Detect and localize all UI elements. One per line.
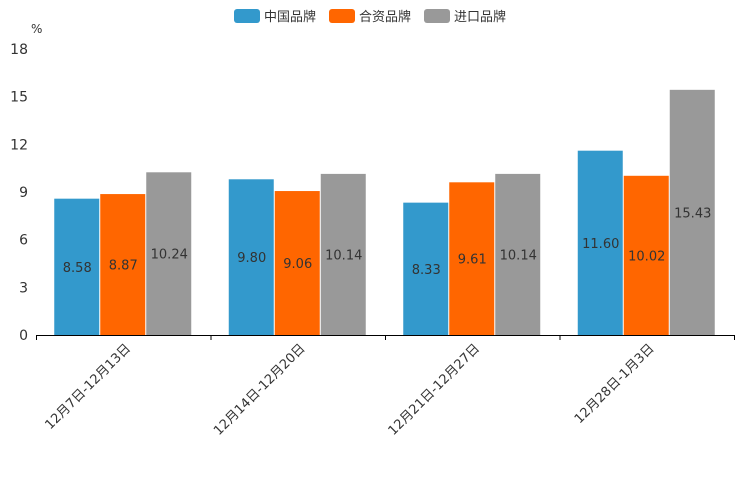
x-tick-label: 12月7日-12月13日 xyxy=(42,341,134,433)
legend-swatch xyxy=(234,9,260,23)
legend-label: 中国品牌 xyxy=(264,9,316,25)
legend-swatch xyxy=(424,9,450,23)
y-tick-label: 15 xyxy=(10,90,28,106)
bar xyxy=(54,198,100,335)
data-label: 8.33 xyxy=(412,263,441,278)
data-label: 9.06 xyxy=(283,257,312,272)
bar xyxy=(403,202,449,335)
bar xyxy=(495,173,541,335)
y-tick-label: 12 xyxy=(10,137,28,153)
data-label: 10.14 xyxy=(500,248,537,263)
x-tick-label: 12月14日-12月20日 xyxy=(211,341,308,438)
data-label: 8.58 xyxy=(63,261,92,276)
bar xyxy=(669,89,715,335)
bar xyxy=(320,173,366,335)
data-label: 9.61 xyxy=(458,253,487,268)
y-tick-label: 0 xyxy=(19,328,28,344)
data-label: 11.60 xyxy=(582,237,619,252)
data-label: 10.14 xyxy=(325,248,362,263)
data-label: 10.24 xyxy=(151,248,188,263)
y-tick-label: 3 xyxy=(19,280,28,296)
data-label: 8.87 xyxy=(109,259,138,274)
data-label: 9.80 xyxy=(237,251,266,266)
bar xyxy=(623,175,669,335)
bar xyxy=(274,191,320,335)
bar xyxy=(228,179,274,335)
data-label: 10.02 xyxy=(628,249,665,264)
bar xyxy=(100,194,146,335)
data-label: 15.43 xyxy=(674,206,711,221)
x-tick-label: 12月28日-1月3日 xyxy=(572,341,658,427)
bar xyxy=(449,182,495,335)
legend-label: 合资品牌 xyxy=(359,9,411,25)
bar xyxy=(146,172,192,335)
legend-swatch xyxy=(329,9,355,23)
y-tick-label: 6 xyxy=(19,233,28,249)
x-tick-label: 12月21日-12月27日 xyxy=(386,341,483,438)
y-tick-label: 18 xyxy=(10,42,28,58)
bar xyxy=(577,150,623,335)
y-tick-label: 9 xyxy=(19,185,28,201)
y-axis-unit: % xyxy=(31,22,42,36)
legend-label: 进口品牌 xyxy=(454,9,506,25)
